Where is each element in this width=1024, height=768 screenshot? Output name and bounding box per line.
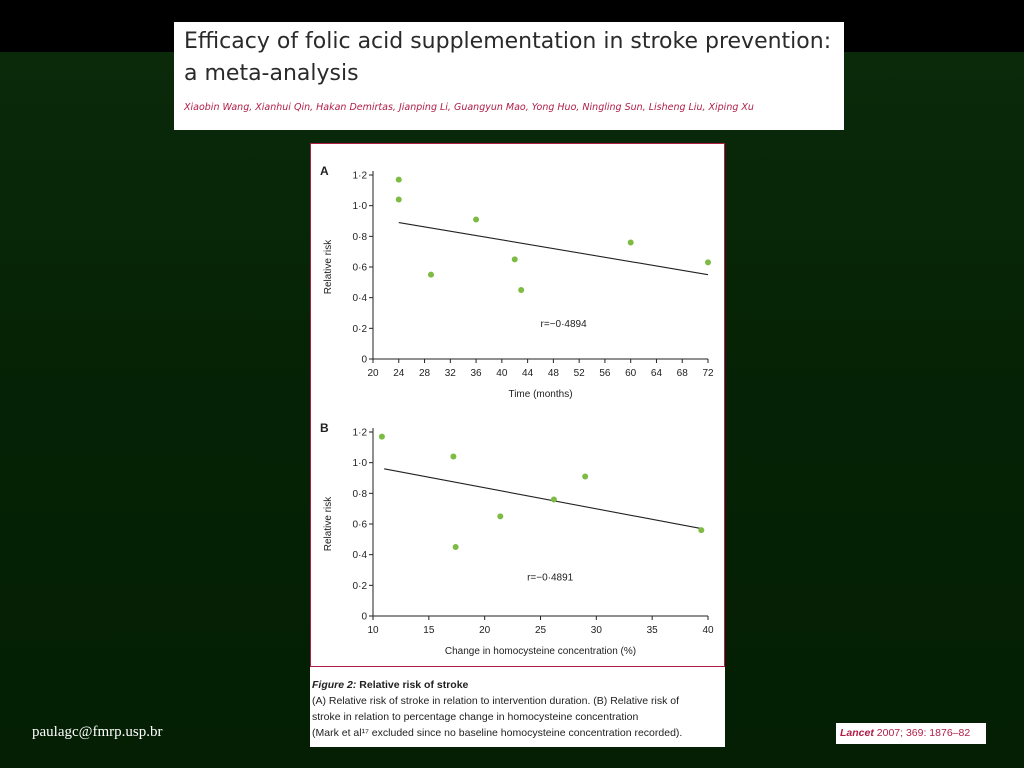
panel-b-data-point [582,473,589,480]
panel-a-data-point [627,239,634,246]
panel-a-data-point [395,196,402,203]
panel-a-y-tick-label: 0·2 [353,324,368,335]
panel-b-y-tick-label: 0 [361,612,367,623]
panel-b-x-tick-label: 40 [702,625,714,636]
panel-b-trend-line [384,468,702,530]
caption-line-3: (Mark et al¹⁷ excluded since no baseline… [312,727,683,739]
panel-a-y-tick-label: 1·0 [353,201,368,212]
panel-a-y-axis-label: Relative risk [323,239,334,294]
panel-a-data-point [705,259,711,266]
panel-a-data-point [511,256,518,263]
panel-b-y-tick-label: 0·4 [353,550,368,561]
panel-b-correlation-label: r=−0·4891 [527,573,574,584]
panel-a-data-point [473,216,480,223]
panel-a-x-tick-label: 32 [445,368,457,379]
figure-caption: Figure 2: Relative risk of stroke (A) Re… [310,667,725,747]
article-authors: Xiaobin Wang, Xianhui Qin, Hakan Demirta… [184,102,754,113]
panel-b-data-point [550,496,557,503]
panel-b-data-point [450,453,457,460]
panel-a-x-tick-label: 20 [367,368,379,379]
panel-b-x-tick-label: 15 [423,625,435,636]
caption-line-2: stroke in relation to percentage change … [312,711,639,723]
panel-b-y-tick-label: 0·2 [353,581,368,592]
caption-heading: Figure 2: Relative risk of stroke [312,677,725,693]
panel-a-x-tick-label: 72 [702,368,714,379]
panel-b-y-tick-label: 0·6 [353,520,368,531]
panel-a-x-tick-label: 56 [599,368,611,379]
panel-b-data-point [452,544,459,550]
citation-details: 2007; 369: 1876–82 [876,727,971,739]
article-header: Efficacy of folic acid supplementation i… [174,22,844,130]
figure-panel: A 0 0·2 0·4 0·6 0·8 1·0 1·2 20 24 28 32 36 40 44 48 52 56… [310,143,725,667]
panel-a-x-axis-label: Time (months) [508,389,572,400]
panel-b-letter: B [320,421,329,435]
panel-b-data-point [698,527,705,534]
panel-a-x-tick-label: 60 [625,368,637,379]
panel-a-letter: A [320,164,329,178]
panel-a-y-tick-label: 0·6 [353,263,368,274]
panel-b-x-tick-label: 35 [647,625,659,636]
panel-a-y-tick-label: 0·4 [353,293,368,304]
panel-a-x-tick-label: 28 [419,368,431,379]
panel-b-x-tick-label: 25 [535,625,547,636]
panel-b-x-axis-label: Change in homocysteine concentration (%) [445,646,636,657]
panel-a-y-tick-label: 1·2 [353,171,368,182]
panel-b-x-tick-label: 30 [591,625,603,636]
panel-a-x-tick-label: 44 [522,368,534,379]
citation-journal: Lancet [840,727,874,739]
journal-citation: Lancet 2007; 369: 1876–82 [836,723,986,744]
panel-a-y-tick-label: 0·8 [353,232,368,243]
panel-a-data-point [395,176,402,183]
panel-a-y-tick-label: 0 [361,355,367,366]
author-email: paulagc@fmrp.usp.br [32,724,163,740]
caption-title: Relative risk of stroke [359,679,469,691]
scatter-charts: A 0 0·2 0·4 0·6 0·8 1·0 1·2 20 24 28 32 36 40 44 48 52 56… [320,164,714,657]
panel-b-x-tick-label: 20 [479,625,491,636]
panel-a-x-tick-label: 48 [548,368,560,379]
panel-a-x-tick-label: 68 [677,368,689,379]
panel-a-data-point [518,287,525,293]
panel-a-x-tick-label: 64 [651,368,663,379]
panel-a-trend-line [398,221,709,276]
panel-a-x-tick-label: 52 [574,368,586,379]
panel-a-x-tick-label: 40 [496,368,508,379]
panel-b-y-tick-label: 1·0 [353,458,368,469]
panel-b-data-point [378,433,385,440]
panel-a-data-point [427,271,434,278]
panel-b-y-tick-label: 1·2 [353,428,368,439]
panel-b-y-axis-label: Relative risk [323,496,334,551]
panel-a-x-tick-label: 24 [393,368,405,379]
caption-label: Figure 2: [312,679,357,691]
panel-a-correlation-label: r=−0·4894 [541,319,588,330]
panel-b-x-tick-label: 10 [367,625,379,636]
panel-b-data-point [497,513,504,520]
panel-a-x-tick-label: 36 [471,368,483,379]
caption-line-1: (A) Relative risk of stroke in relation … [312,695,680,707]
panel-b-y-tick-label: 0·8 [353,489,368,500]
article-title: Efficacy of folic acid supplementation i… [184,29,832,86]
